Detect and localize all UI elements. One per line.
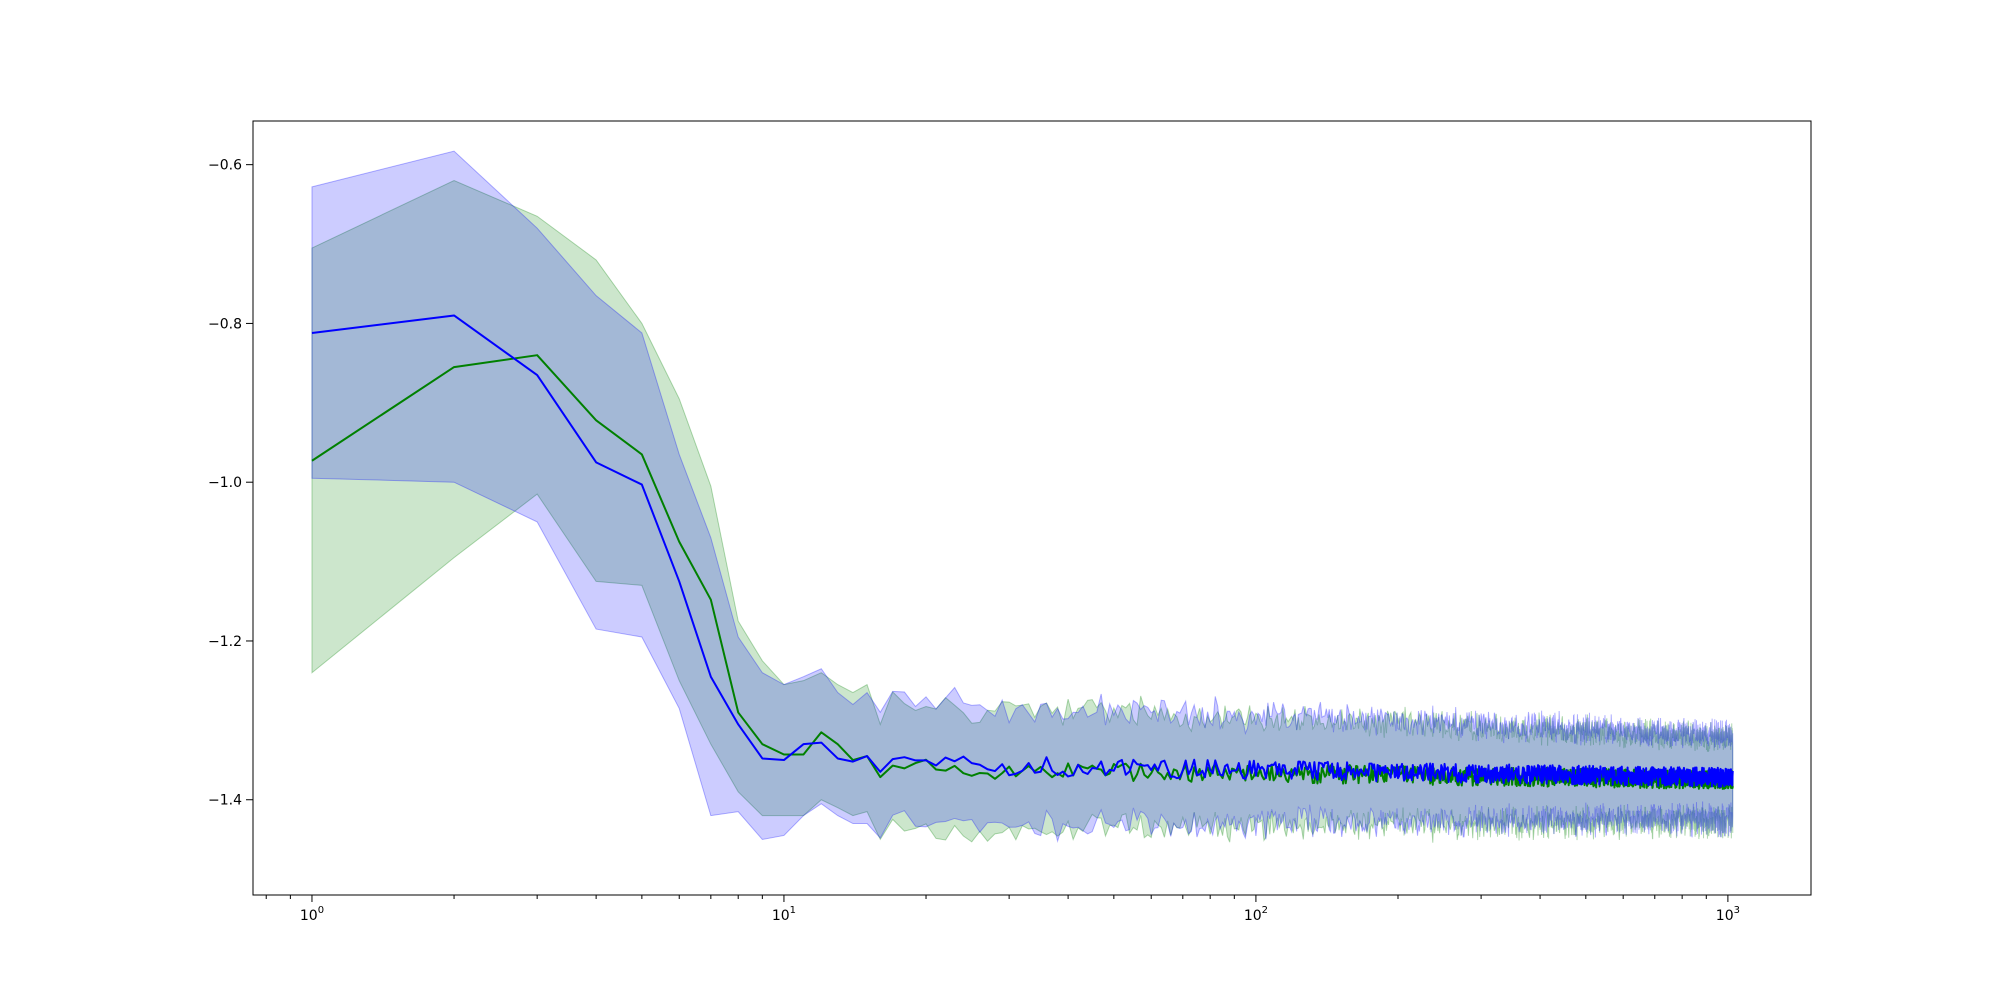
x-tick-label: 102 xyxy=(1244,905,1268,924)
y-tick-label: −0.6 xyxy=(208,158,242,174)
plot-area-frame xyxy=(252,120,1812,896)
series-2-confidence-band xyxy=(311,150,1734,843)
y-tick-label: −1.4 xyxy=(208,793,242,809)
y-tick-label: −0.8 xyxy=(208,316,242,332)
confidence-bands xyxy=(311,150,1734,843)
y-tick-label: −1.0 xyxy=(208,475,242,491)
x-tick-label: 100 xyxy=(300,905,324,924)
series-lines xyxy=(311,314,1734,790)
x-tick-label: 103 xyxy=(1716,905,1740,924)
series-2-line xyxy=(311,314,1734,788)
x-tick-label: 101 xyxy=(772,905,796,924)
x-axis: 100 101 102 103 xyxy=(265,895,1740,924)
y-axis: −0.6 −0.8 −1.0 −1.2 −1.4 xyxy=(208,158,253,809)
y-tick-label: −1.2 xyxy=(208,634,242,650)
